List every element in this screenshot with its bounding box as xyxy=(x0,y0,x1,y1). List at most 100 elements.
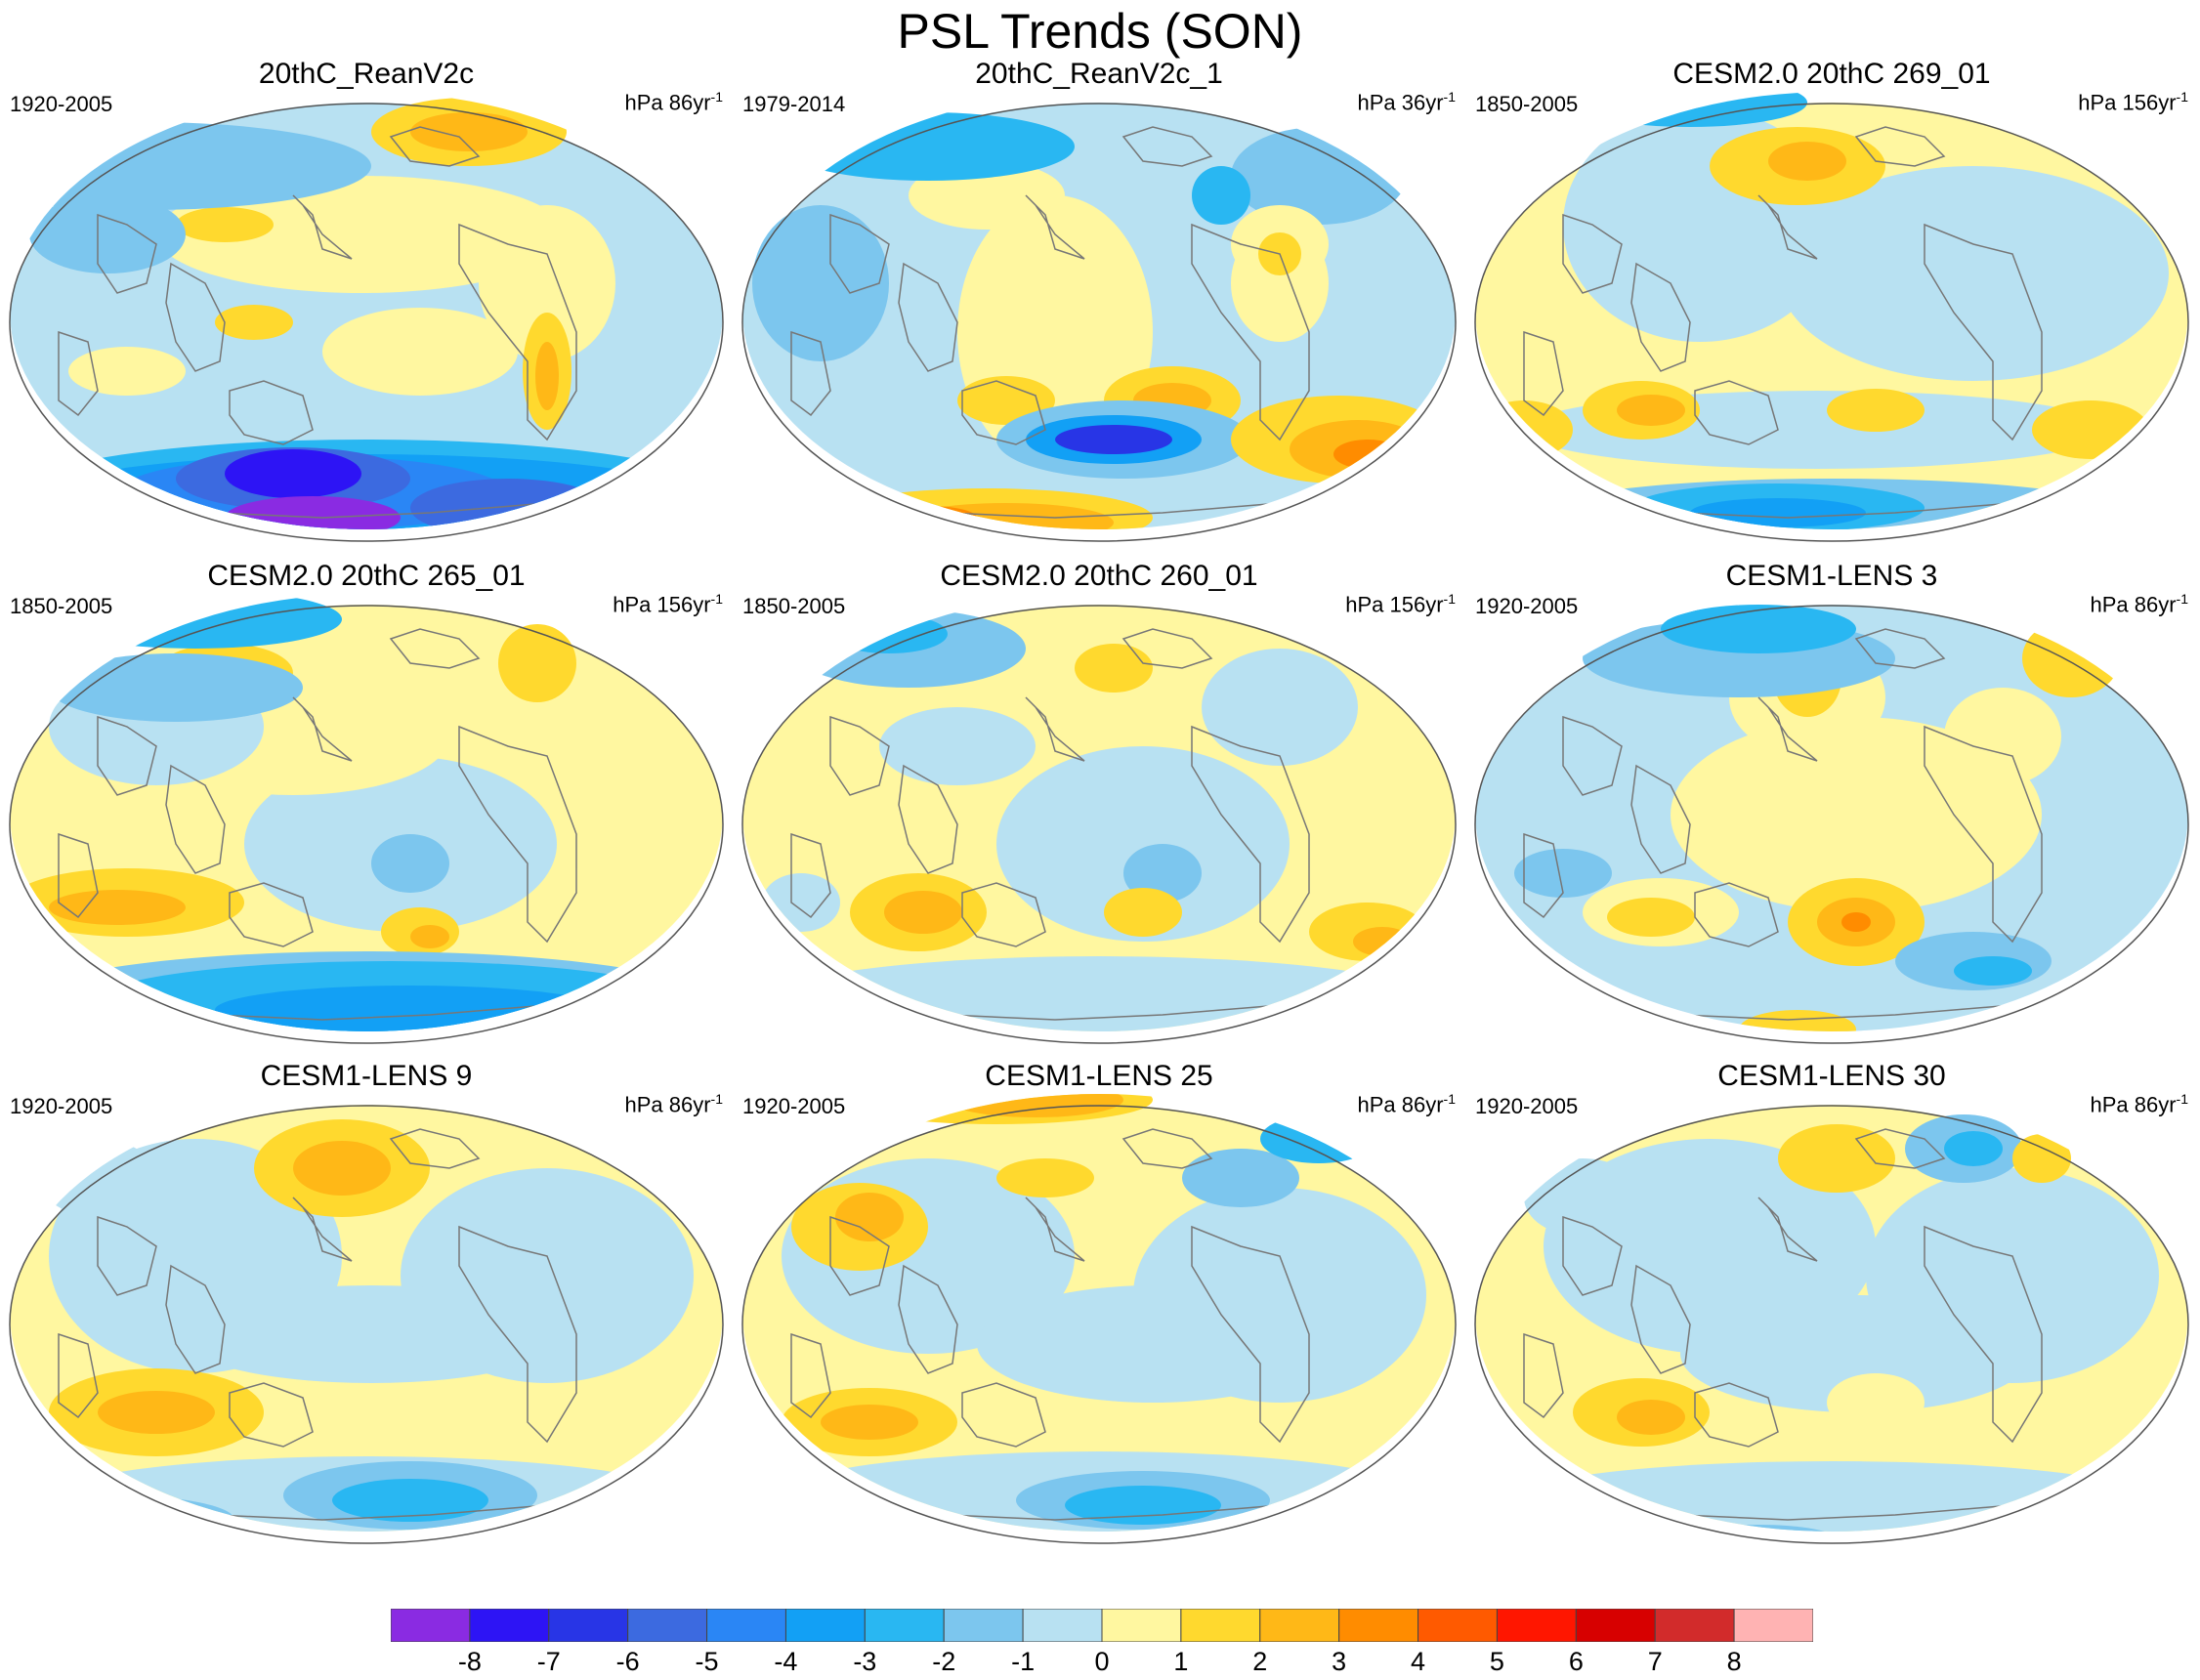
colorbar-swatch xyxy=(469,1609,550,1642)
panel-units: hPa 86yr-1 xyxy=(624,1086,723,1117)
contour-region xyxy=(1260,1114,1377,1163)
map-panel: CESM2.0 20thC 269_01 1850-2005 hPa 156yr-1 xyxy=(1465,57,2198,545)
contour-region xyxy=(410,479,606,529)
panel-units: hPa 156yr-1 xyxy=(1345,586,1456,617)
colorbar-tick-labels: -8 -7 -6 -5 -4 -3 -2 -1 0 1 2 3 4 5 6 7 8 xyxy=(0,1647,2200,1680)
contour-region xyxy=(176,207,274,242)
contour-region xyxy=(332,1479,488,1522)
coastline xyxy=(961,882,1046,947)
coastline xyxy=(790,1332,831,1419)
coastline xyxy=(389,1128,481,1169)
colorbar-swatch xyxy=(1101,1609,1182,1642)
coastline xyxy=(1562,1215,1623,1296)
contour-region xyxy=(1509,1461,2154,1532)
colorbar-swatch xyxy=(706,1609,786,1642)
contour-region xyxy=(215,986,606,1031)
map-projection xyxy=(741,103,1457,542)
contour-region xyxy=(2012,1134,2071,1183)
contour-region xyxy=(1690,498,1866,527)
panel-title: CESM2.0 20thC 269_01 xyxy=(1672,58,1991,90)
coastline xyxy=(1191,725,1310,944)
units-text: hPa 156yr xyxy=(2078,90,2177,115)
coastline xyxy=(458,725,577,944)
units-exponent: -1 xyxy=(710,89,723,105)
panel-period: 1920-2005 xyxy=(1475,594,1579,618)
colorbar-swatch xyxy=(784,1609,866,1642)
contour-region xyxy=(49,890,186,925)
contour-region xyxy=(535,342,559,410)
coastline xyxy=(829,1215,890,1296)
contour-region xyxy=(977,1285,1329,1403)
panel-units: hPa 156yr-1 xyxy=(613,586,723,617)
contour-region xyxy=(410,112,528,151)
coastline xyxy=(829,213,890,294)
colorbar-tick-label: 0 xyxy=(1094,1647,1110,1676)
contour-region xyxy=(1104,888,1182,937)
map-border xyxy=(1474,605,2189,1044)
contour-region xyxy=(1841,912,1871,932)
coastline xyxy=(292,1197,353,1262)
coastline xyxy=(898,262,958,372)
colorbar-swatch xyxy=(1654,1609,1735,1642)
coastline xyxy=(1630,1264,1691,1374)
coastline xyxy=(829,715,890,796)
contour-region xyxy=(2032,400,2149,459)
contour-region xyxy=(1827,1373,1925,1432)
map-projection xyxy=(741,605,1457,1044)
contour-region xyxy=(293,1141,391,1196)
map-panel: CESM1-LENS 30 1920-2005 hPa 86yr-1 xyxy=(1465,1059,2198,1547)
contour-region xyxy=(1514,849,1612,898)
units-exponent: -1 xyxy=(2176,591,2188,607)
map-border xyxy=(1474,1105,2189,1544)
colorbar-swatch xyxy=(943,1609,1024,1642)
panel-period: 1920-2005 xyxy=(742,1094,846,1118)
contour-region xyxy=(1524,1158,1641,1237)
colorbar-swatch xyxy=(1417,1609,1498,1642)
units-exponent: -1 xyxy=(1443,89,1456,105)
coastline xyxy=(165,262,226,372)
coastline xyxy=(229,1382,314,1448)
colorbar-swatch xyxy=(1496,1609,1577,1642)
panel-period: 1920-2005 xyxy=(10,1094,113,1118)
panel-units: hPa 86yr-1 xyxy=(2090,586,2188,617)
contour-region xyxy=(957,376,1055,425)
units-text: hPa 86yr xyxy=(624,1092,711,1117)
contour-region xyxy=(410,925,449,948)
contour-region xyxy=(996,1158,1094,1197)
colorbar-swatch xyxy=(1338,1609,1419,1642)
coastline xyxy=(1562,213,1623,294)
coastline xyxy=(790,832,831,919)
coastline xyxy=(1694,1382,1779,1448)
units-text: hPa 86yr xyxy=(624,90,711,115)
map-border xyxy=(9,605,724,1044)
colorbar-tick-label: 7 xyxy=(1647,1647,1663,1676)
coastline xyxy=(898,764,958,874)
coastline xyxy=(389,126,481,167)
contour-region xyxy=(1778,1124,1895,1193)
contour-region xyxy=(1661,605,1856,653)
units-exponent: -1 xyxy=(1443,591,1456,607)
contour-region xyxy=(215,305,293,340)
units-exponent: -1 xyxy=(710,591,723,607)
colorbar-swatch xyxy=(1575,1609,1656,1642)
contour-region xyxy=(899,503,1114,529)
panel-title: CESM1-LENS 30 xyxy=(1717,1060,1946,1092)
panel-period: 1920-2005 xyxy=(1475,1094,1579,1118)
colorbar-tick-label: 1 xyxy=(1173,1647,1189,1676)
map-panel: CESM2.0 20thC 265_01 1850-2005 hPa 156yr-1 xyxy=(0,559,733,1047)
map-projection xyxy=(1474,605,2189,1044)
units-text: hPa 86yr xyxy=(1357,1092,1444,1117)
map-projection xyxy=(9,594,724,1044)
coastline xyxy=(229,882,314,947)
panel-title: CESM1-LENS 25 xyxy=(985,1060,1213,1092)
map-projection xyxy=(1474,1105,2189,1544)
map-panel: CESM2.0 20thC 260_01 1850-2005 hPa 156yr-1 xyxy=(733,559,1465,1047)
panel-period: 1920-2005 xyxy=(10,92,113,116)
map-projection xyxy=(1474,92,2189,542)
coastline xyxy=(292,194,353,260)
figure-title: PSL Trends (SON) xyxy=(897,4,1303,59)
contour-region xyxy=(10,1495,234,1532)
contour-region xyxy=(1353,927,1412,956)
coastline xyxy=(1191,223,1310,441)
contour-region xyxy=(1739,1010,1856,1031)
